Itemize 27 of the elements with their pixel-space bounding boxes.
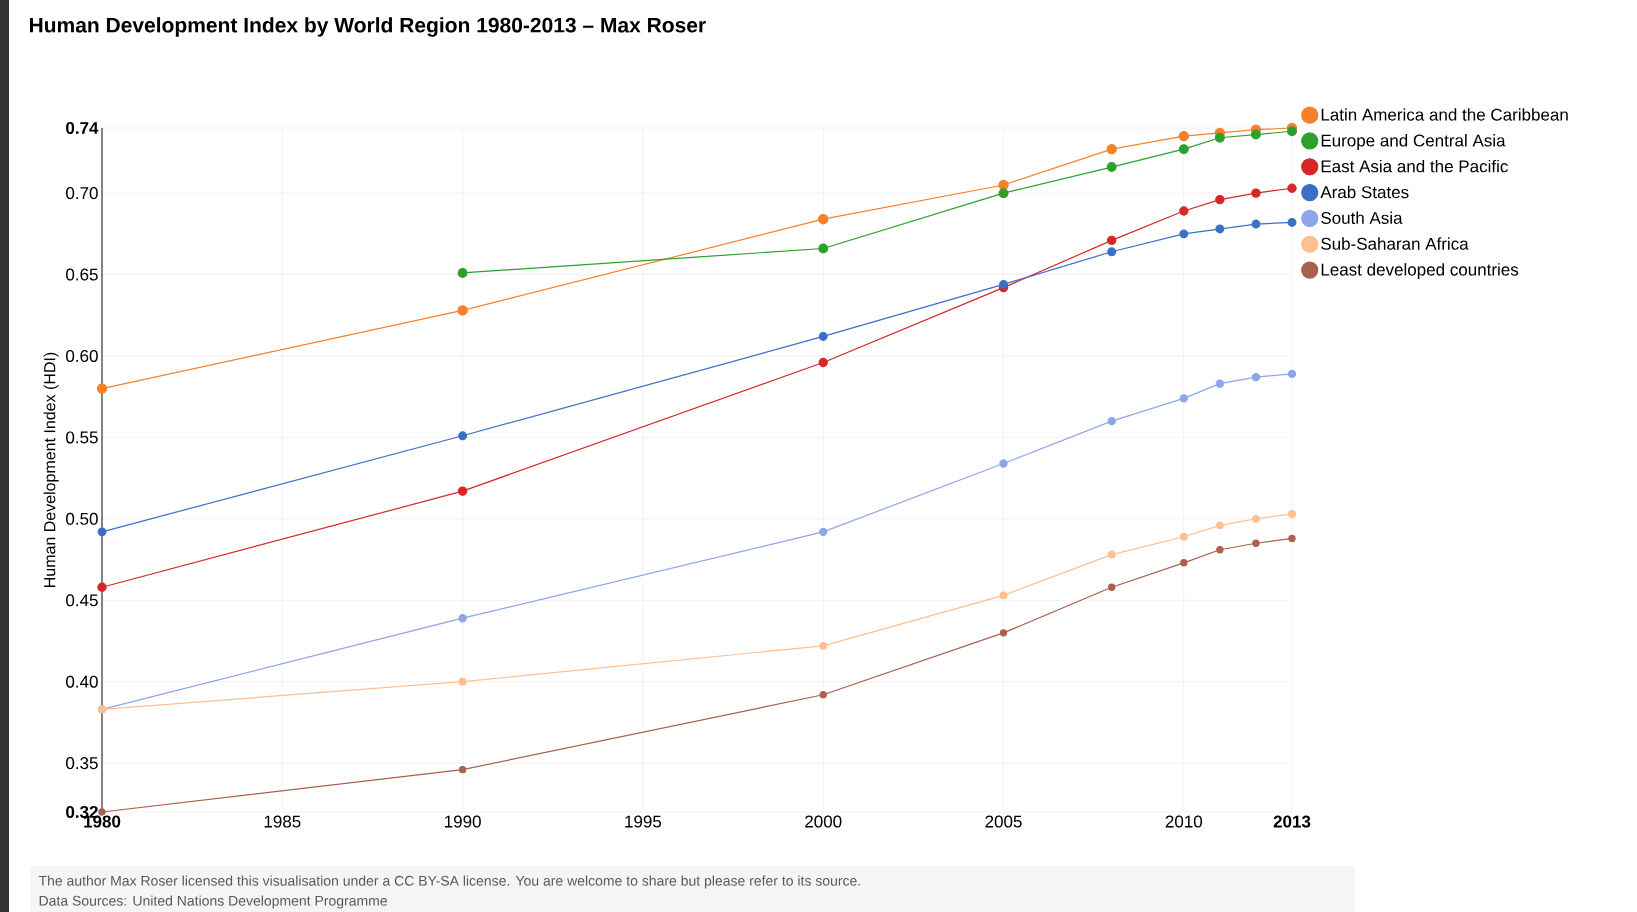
y-tick-label: 0.50 <box>66 512 98 525</box>
y-tick-label: 0.45 <box>66 594 98 607</box>
text: Data Sources: United Nations Development Programme <box>39 895 387 909</box>
x-tick-label: 2010 <box>1165 815 1203 828</box>
y-tick-label: 0.60 <box>66 349 98 363</box>
y-tick-label: 0.35 <box>66 757 98 770</box>
x-tick-label: 2005 <box>985 815 1022 828</box>
legend-label: Europe and Central Asia <box>1321 134 1506 150</box>
y-tick-label: 0.65 <box>66 268 98 281</box>
y-tick-label: 0.55 <box>66 431 98 444</box>
legend-label: East Asia and the Pacific <box>1321 159 1508 173</box>
legend-label: Latin America and the Caribbean <box>1321 108 1568 121</box>
text: The author Max Roser licensed this visualisation under a CC BY-SA license. You are welcome to share but please refer to its source. <box>38 875 860 889</box>
y-tick-label: 0.74 <box>66 121 99 135</box>
legend-label: South Asia <box>1321 211 1403 225</box>
x-tick-label: 2013 <box>1273 815 1311 828</box>
chart-title: Human Development Index by World Region 1980-2013 – Max Roser <box>29 17 706 37</box>
x-tick-label: 1995 <box>625 815 662 828</box>
legend-label: Least developed countries <box>1321 263 1519 279</box>
y-tick-label: 0.40 <box>66 675 98 688</box>
x-tick-label: 2000 <box>805 815 842 828</box>
y-tick-label: 0.70 <box>66 187 98 200</box>
x-tick-label: 1990 <box>445 815 481 828</box>
y-axis-title: Human Development Index (HDI) <box>43 352 59 587</box>
legend-label: Arab States <box>1320 185 1409 199</box>
x-tick-label: 1985 <box>264 815 301 828</box>
legend-label: Sub-Saharan Africa <box>1321 237 1469 250</box>
